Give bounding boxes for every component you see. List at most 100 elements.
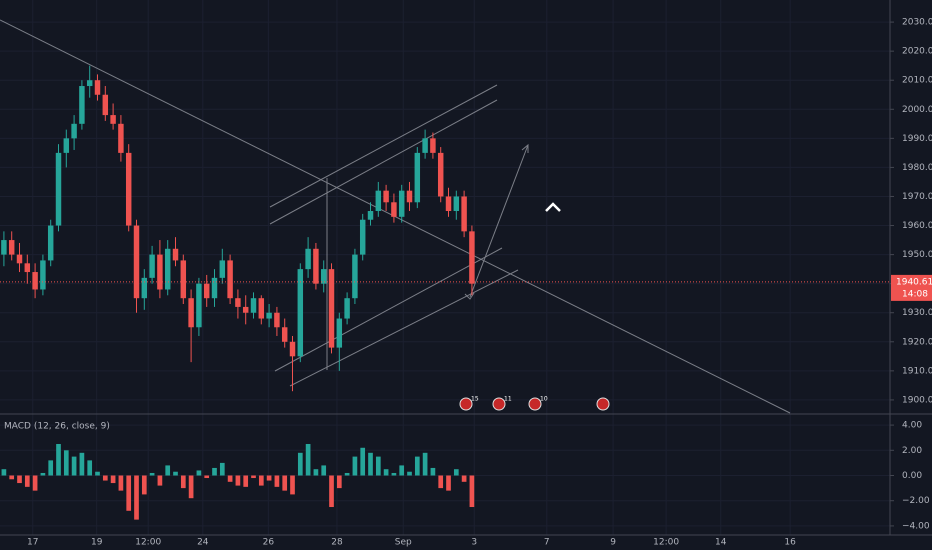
event-count: 15 — [471, 396, 479, 403]
x-tick-label: Sep — [395, 538, 412, 548]
candle-body — [16, 254, 23, 264]
candle-body — [469, 231, 475, 284]
y-tick-label: 1910.00 — [902, 366, 932, 376]
macd-bar — [56, 443, 61, 476]
y-tick-label: 4.00 — [902, 421, 922, 431]
y-tick-label: −4.00 — [902, 521, 930, 531]
macd-bar — [266, 475, 272, 481]
macd-bar — [235, 475, 241, 486]
y-tick-label: 0.00 — [902, 471, 922, 481]
macd-bar — [360, 447, 366, 476]
candle-body — [313, 248, 319, 284]
candle-body — [320, 269, 327, 284]
macd-bar — [407, 471, 412, 476]
candle-body — [422, 138, 428, 153]
y-tick-label: 1970.00 — [902, 192, 932, 202]
macd-bar — [469, 475, 475, 508]
candle-body — [461, 196, 467, 232]
candle-body — [398, 190, 405, 217]
x-tick-label: 12:00 — [653, 538, 679, 548]
candle-body — [406, 190, 413, 203]
x-tick-label: 26 — [263, 538, 275, 548]
macd-bar — [274, 475, 280, 487]
macd-bar — [336, 475, 342, 489]
channel-line — [269, 84, 498, 208]
countdown-label: 14:08 — [902, 289, 928, 299]
macd-bar — [48, 460, 54, 476]
candle-body — [344, 298, 350, 319]
macd-bar — [258, 475, 264, 486]
macd-bar — [17, 475, 22, 484]
candle-body — [63, 138, 70, 153]
candle-body — [352, 254, 358, 299]
candle-body — [242, 306, 249, 313]
candle-body — [47, 225, 54, 261]
x-tick-label: 24 — [197, 538, 209, 548]
macd-bar — [282, 475, 288, 491]
candle-body — [258, 298, 265, 319]
macd-legend: MACD (12, 26, close, 9) — [4, 422, 110, 432]
candle-body — [125, 152, 132, 226]
macd-bar — [71, 456, 77, 476]
y-tick-label: 1950.00 — [902, 250, 932, 260]
macd-bar — [165, 465, 171, 476]
candle-body — [79, 86, 85, 124]
x-tick-label: 14 — [715, 538, 727, 548]
candle-body — [211, 277, 218, 299]
y-tick-label: 1960.00 — [902, 221, 932, 231]
event-icon[interactable] — [492, 397, 506, 411]
macd-bar — [40, 472, 46, 476]
macd-bar — [157, 475, 163, 486]
candle-body — [24, 263, 31, 273]
y-tick-label: 1900.00 — [902, 395, 932, 405]
macd-bar — [118, 475, 124, 491]
candle-body — [266, 312, 272, 319]
scroll-up-icon[interactable] — [545, 202, 561, 212]
x-tick-label: 16 — [784, 538, 796, 548]
candle-body — [32, 272, 38, 290]
macd-bar — [422, 452, 428, 476]
candle-body — [203, 283, 210, 299]
candle-body — [133, 225, 140, 299]
event-count: 11 — [504, 396, 512, 403]
candle-body — [235, 298, 241, 307]
candle-body — [157, 254, 163, 290]
event-count: 10 — [540, 396, 548, 403]
macd-bar — [204, 475, 210, 479]
macd-bar — [399, 465, 405, 476]
candle-body — [375, 190, 382, 212]
macd-bar — [1, 469, 7, 476]
y-tick-label: 1990.00 — [902, 134, 932, 144]
arrow-line — [469, 144, 529, 298]
macd-bar — [290, 475, 295, 495]
candle-body — [281, 327, 288, 342]
y-tick-label: 2020.00 — [902, 47, 932, 57]
candle-body — [55, 152, 62, 226]
event-icon[interactable] — [596, 397, 610, 411]
macd-bar — [321, 465, 327, 476]
candle-body — [110, 115, 116, 124]
macd-bar — [375, 456, 381, 476]
macd-bar — [212, 467, 217, 476]
y-tick-label: 2010.00 — [902, 76, 932, 86]
event-icon[interactable] — [528, 397, 542, 411]
candle-body — [250, 298, 257, 313]
macd-bar — [305, 443, 311, 476]
grid — [0, 0, 890, 535]
candle-body — [227, 260, 233, 299]
arrow-head — [464, 292, 475, 300]
macd-bar — [188, 475, 194, 499]
candle-body — [305, 248, 311, 270]
macd-bar — [141, 475, 147, 495]
macd-bar — [126, 475, 132, 511]
macd-bar — [24, 475, 30, 487]
macd-bar — [383, 469, 389, 476]
candle-body — [71, 123, 77, 139]
x-tick-label: 19 — [91, 538, 103, 548]
channel-line — [269, 99, 498, 225]
event-icon[interactable] — [459, 397, 473, 411]
macd-bar — [329, 475, 334, 508]
macd-bar — [243, 475, 249, 487]
macd-bar — [134, 475, 139, 520]
